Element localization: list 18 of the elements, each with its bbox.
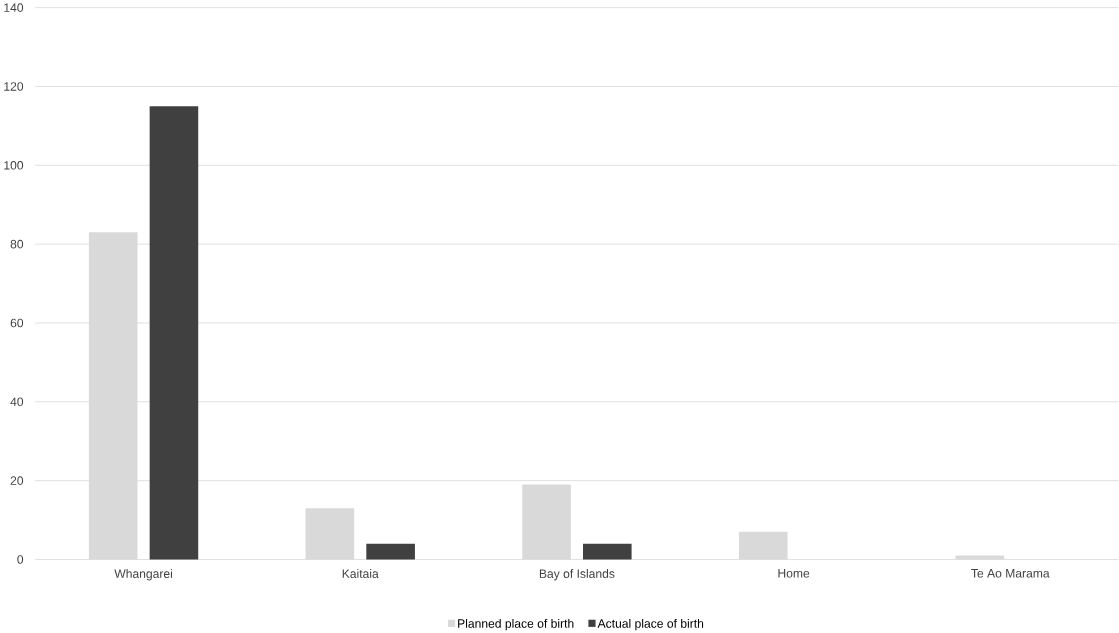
- bar: [366, 543, 415, 560]
- y-tick-label: 100: [4, 160, 24, 170]
- legend-label: Planned place of birth: [458, 618, 574, 631]
- bar: [149, 106, 199, 560]
- y-tick-label: 0: [17, 555, 24, 564]
- x-tick-label: Te Ao Marama: [971, 569, 1050, 578]
- y-tick-label: 120: [4, 82, 24, 91]
- x-tick-label: Kaitaia: [342, 569, 379, 578]
- legend-label: Actual place of birth: [597, 618, 704, 631]
- y-tick-label: 140: [4, 3, 24, 12]
- bar: [582, 543, 632, 560]
- y-tick-label: 80: [10, 239, 24, 249]
- x-tick-label: Home: [778, 569, 810, 578]
- x-tick-label: Whangarei: [114, 569, 172, 581]
- y-tick-label: 40: [10, 397, 24, 406]
- x-tick-label: Bay of Islands: [539, 569, 615, 581]
- y-tick-label: 20: [10, 476, 24, 485]
- y-tick-label: 60: [10, 318, 24, 328]
